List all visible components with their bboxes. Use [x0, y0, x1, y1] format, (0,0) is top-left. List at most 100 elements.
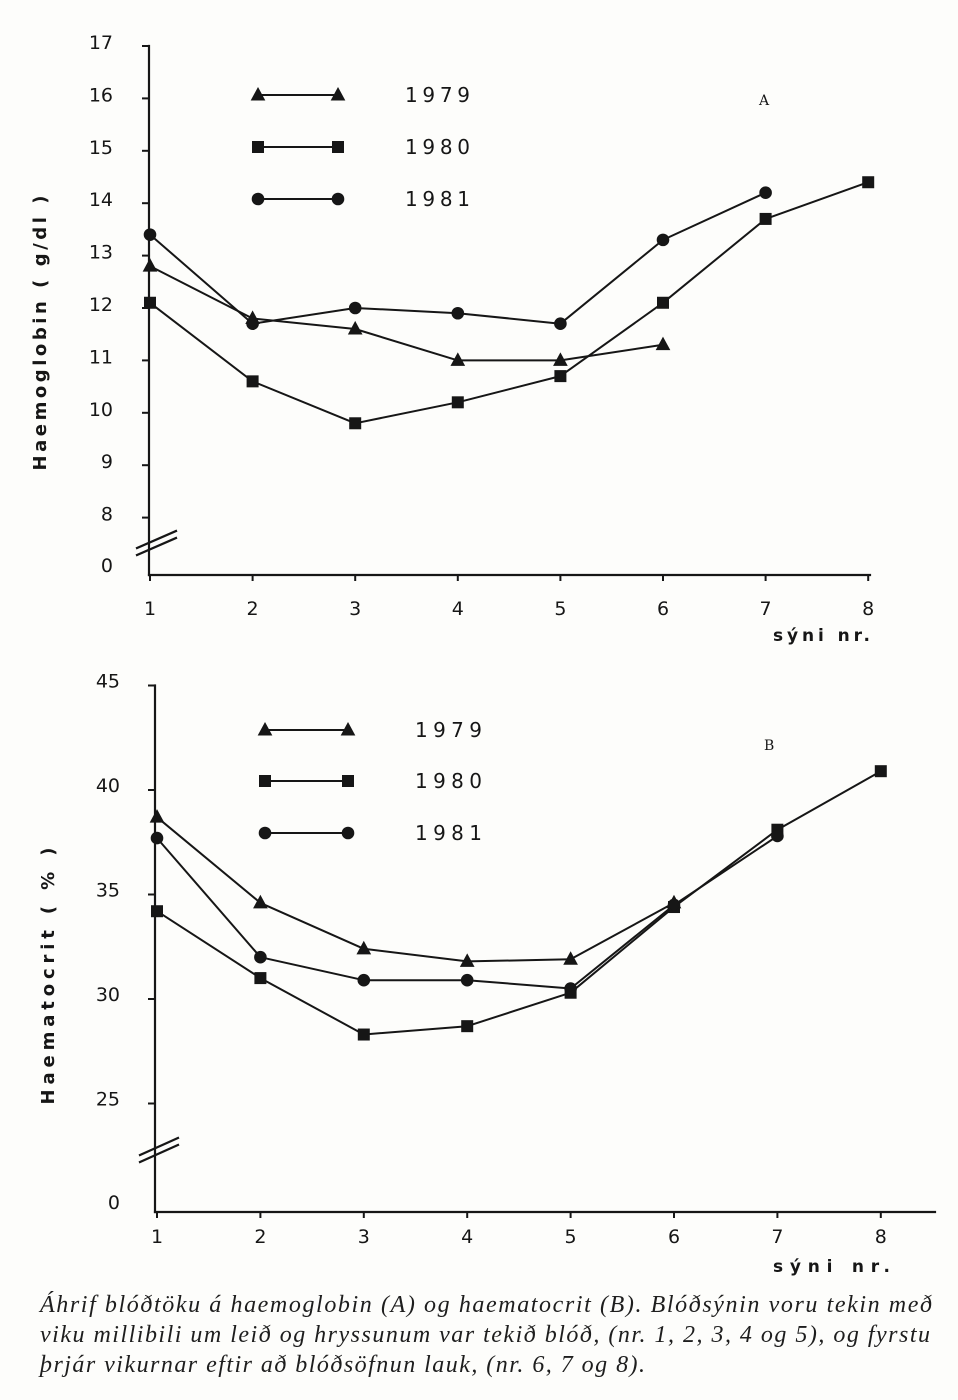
chart-b-series-1980-point-2: [254, 972, 267, 985]
chart-b-xtick-label-7: 7: [771, 1226, 783, 1248]
chart-b-series-1981-point-2: [254, 950, 267, 964]
chart-b-series-1981-point-6: [667, 898, 681, 912]
chart-b-series-1981-point-1: [150, 831, 164, 845]
chart-b-axis-break-mark: [138, 1136, 180, 1157]
chart-b-series-1979-point-2: [253, 894, 268, 909]
chart-a-xtick-label-6: 6: [657, 598, 669, 620]
chart-b-axis-break-mark: [138, 1143, 180, 1164]
chart-a-series-1981-point-4: [451, 306, 465, 320]
chart-a-series-1980-point-8: [862, 176, 875, 189]
chart-b-series-1981-point-7: [771, 829, 784, 843]
chart-a-xtick-label-4: 4: [452, 598, 464, 620]
chart-a-xtick-label-5: 5: [554, 598, 566, 620]
chart-b-series-1980-point-8: [874, 765, 887, 778]
chart-b-legend-1980-marker-start: [259, 775, 271, 787]
chart-b-legend-1981-marker-end: [341, 826, 355, 840]
chart-a-series-1981-point-5: [554, 317, 567, 331]
chart-b-ytick-label-25: 25: [96, 1089, 120, 1111]
chart-a-series-1980-point-2: [246, 375, 259, 388]
chart-b-ytick-label-35: 35: [96, 880, 120, 902]
chart-b-series-1981-point-4: [460, 973, 474, 987]
chart-a-series-1981-point-2: [246, 317, 259, 331]
chart-a-series-1979-point-4: [450, 352, 466, 366]
chart-a-ytick-label-11: 11: [89, 346, 113, 368]
chart-b-ytick-label-0: 0: [108, 1192, 120, 1214]
chart-b-y-axis-title: Haematocrit ( % ): [38, 848, 59, 1105]
chart-b-xtick-label-3: 3: [358, 1226, 370, 1248]
chart-a-ytick-label-9: 9: [101, 451, 113, 473]
chart-a-series-1979-point-6: [655, 336, 671, 351]
chart-a-axis-break-mark: [135, 536, 178, 557]
chart-a-legend-1980-marker-end: [332, 141, 344, 153]
chart-a-xtick-label-8: 8: [862, 598, 874, 620]
chart-b-legend-1980-marker-end: [342, 775, 354, 787]
chart-a-series-1980-point-4: [451, 396, 464, 409]
chart-a-xtick-label-7: 7: [760, 598, 772, 620]
chart-a-ytick-label-13: 13: [89, 242, 113, 264]
chart-b-xtick-label-6: 6: [668, 1226, 680, 1248]
chart-a-axis-break-mark: [135, 529, 178, 550]
chart-b-x-axis-title: sýni nr.: [773, 1257, 890, 1277]
chart-a-series-1980-point-3: [349, 417, 362, 430]
chart-b-series-1979-point-4: [459, 953, 475, 967]
chart-a-series-1979-point-1: [142, 258, 158, 272]
chart-b-series-1979-line: [156, 816, 675, 963]
caption-line-3: þrjár vikurnar eftir að blóðsöfnun lauk,…: [38, 1352, 645, 1378]
chart-a-ytick-label-10: 10: [89, 399, 113, 421]
chart-b-xtick-label-1: 1: [151, 1226, 163, 1248]
chart-a-x-axis-title: sýni nr.: [773, 626, 870, 646]
chart-a-ytick-label-17: 17: [89, 32, 113, 54]
chart-b-series-1979-point-5: [563, 951, 578, 965]
chart-b-series-1980-point-3: [357, 1028, 370, 1041]
chart-b-xtick-label-5: 5: [565, 1226, 577, 1248]
chart-b-haematocrit: Haematocrit ( % ) sýni nr. B 45403530250…: [38, 671, 937, 1277]
chart-a-ytick-label-12: 12: [89, 294, 113, 316]
chart-a-legend-1981-marker-start: [251, 192, 265, 206]
chart-a-ytick-label-0: 0: [101, 555, 113, 577]
chart-b-legend-1979-marker-end: [340, 721, 356, 736]
chart-b-series-1979-point-3: [356, 940, 372, 955]
chart-b-ytick-label-30: 30: [96, 984, 120, 1006]
chart-b-xtick-label-8: 8: [875, 1226, 887, 1248]
chart-a-series-1981-point-3: [348, 301, 362, 315]
chart-b-panel-letter: B: [764, 738, 774, 754]
chart-a-ytick-label-16: 16: [89, 84, 113, 106]
chart-a-series-1981-point-6: [656, 233, 670, 247]
chart-a-series-1980-point-1: [144, 296, 156, 309]
chart-b-series-1980-point-4: [461, 1020, 474, 1033]
chart-a-series-1980-point-5: [554, 370, 567, 383]
chart-a-panel-letter: A: [758, 93, 770, 109]
chart-a-series-1980-point-6: [657, 296, 669, 309]
chart-b-legend-1979-marker-start: [257, 721, 273, 736]
chart-b-series-1979-point-1: [149, 809, 165, 823]
chart-b-series-1981-point-5: [564, 982, 577, 995]
chart-a-xtick-label-2: 2: [247, 598, 259, 620]
chart-a-xtick-label-3: 3: [349, 598, 361, 620]
chart-a-legend-1979-marker-start: [250, 86, 266, 101]
chart-a-ytick-label-8: 8: [101, 504, 113, 526]
chart-b-ytick-label-40: 40: [96, 775, 120, 797]
chart-b-xtick-label-2: 2: [254, 1226, 266, 1248]
chart-a-series-1980-line: [149, 181, 869, 425]
chart-a-y-axis-title: Haemoglobin ( g/dl ): [30, 196, 51, 471]
chart-a-series-1979-point-5: [553, 352, 568, 366]
chart-a-legend-1981-marker-end: [331, 192, 345, 206]
chart-a-series-1981-point-7: [759, 186, 772, 200]
chart-a-ytick-label-14: 14: [89, 189, 113, 211]
chart-b-ytick-label-45: 45: [96, 671, 120, 693]
chart-b-legend-1981-marker-start: [258, 826, 272, 840]
chart-a-series-1981-point-1: [143, 228, 157, 241]
chart-a-legend-1979-marker-end: [330, 86, 346, 101]
chart-a-xtick-label-1: 1: [144, 598, 156, 620]
caption-line-2: viku millibili um leið og hryssunum var …: [40, 1322, 930, 1348]
chart-b-series-1981-point-3: [357, 973, 371, 987]
chart-b-series-1980-point-1: [151, 905, 163, 918]
chart-a-ytick-label-15: 15: [89, 137, 113, 159]
chart-b-series-1980-line: [156, 770, 882, 1036]
chart-a-series-1979-point-3: [347, 320, 363, 335]
chart-a-legend-1980-marker-start: [252, 141, 264, 153]
chart-a-series-1980-point-7: [759, 212, 772, 225]
chart-b-xtick-label-4: 4: [461, 1226, 473, 1248]
